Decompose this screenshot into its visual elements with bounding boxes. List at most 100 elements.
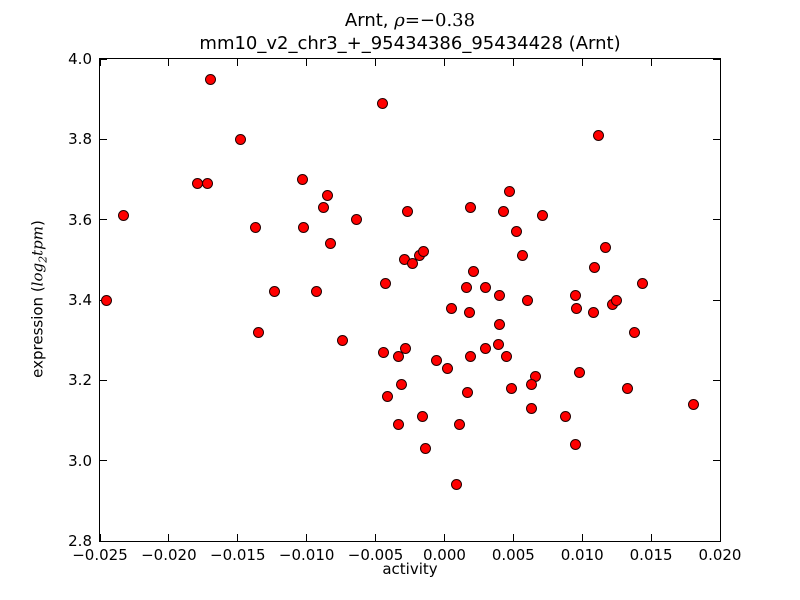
x-axis-tick-top <box>443 59 445 66</box>
x-axis-tick-top <box>650 59 652 66</box>
y-axis-tick <box>100 58 107 60</box>
x-tick-label: −0.015 <box>210 546 266 564</box>
x-tick-label: −0.005 <box>347 546 404 564</box>
title-gene: Arnt, <box>344 10 395 31</box>
scatter-point <box>393 350 405 362</box>
scatter-point <box>589 262 601 274</box>
scatter-point <box>460 282 472 294</box>
scatter-point <box>336 334 348 346</box>
scatter-point <box>593 129 605 141</box>
scatter-point <box>525 378 537 390</box>
y-axis-tick-right <box>713 540 720 542</box>
x-axis-tick <box>237 534 239 541</box>
x-axis-tick-top <box>581 59 583 66</box>
scatter-point <box>465 202 477 214</box>
x-axis-tick <box>443 534 445 541</box>
scatter-point <box>571 302 583 314</box>
scatter-point <box>201 178 213 190</box>
scatter-point <box>310 286 322 298</box>
scatter-point <box>430 354 442 366</box>
rho-symbol: ρ <box>394 10 405 31</box>
y-axis-tick-right <box>713 219 720 221</box>
x-axis-tick <box>99 534 101 541</box>
scatter-point <box>622 382 634 394</box>
scatter-point <box>350 214 362 226</box>
x-tick-label: −0.025 <box>72 546 128 564</box>
scatter-point <box>503 186 515 198</box>
scatter-point <box>269 286 281 298</box>
scatter-point <box>378 346 390 358</box>
y-tick-label: 3.2 <box>68 371 92 390</box>
x-tick-label: −0.010 <box>278 546 335 564</box>
y-tick-label: 2.8 <box>68 532 92 550</box>
scatter-point <box>525 402 537 414</box>
x-axis-tick-top <box>306 59 308 66</box>
scatter-point <box>321 190 333 202</box>
y-axis-tick-right <box>713 460 720 462</box>
scatter-point <box>494 318 506 330</box>
x-tick-label: 0.005 <box>491 546 535 564</box>
scatter-point <box>454 419 466 431</box>
y-tick-label: 3.6 <box>68 210 92 229</box>
y-tick-label: 3.0 <box>68 451 92 470</box>
x-axis-tick-top <box>237 59 239 66</box>
scatter-point <box>637 278 649 290</box>
scatter-point <box>463 306 475 318</box>
y-axis-tick-right <box>713 299 720 301</box>
scatter-point <box>379 278 391 290</box>
y-axis-tick <box>100 379 107 381</box>
scatter-point <box>298 222 310 234</box>
scatter-point <box>480 282 492 294</box>
x-axis-tick-top <box>719 59 721 66</box>
x-axis-tick <box>719 534 721 541</box>
x-tick-label: 0.020 <box>698 546 742 564</box>
x-tick-label: 0.000 <box>422 546 466 564</box>
x-axis-tick <box>168 534 170 541</box>
scatter-point <box>494 290 506 302</box>
x-tick-label: 0.010 <box>560 546 604 564</box>
y-tick-label: 3.4 <box>68 291 92 309</box>
scatter-point <box>324 238 336 250</box>
x-axis-tick <box>512 534 514 541</box>
chart-title: Arnt, ρ=−0.38 <box>99 9 721 32</box>
scatter-point <box>418 246 430 258</box>
y-tick-label: 4.0 <box>68 50 92 68</box>
scatter-point <box>465 350 477 362</box>
scatter-point <box>252 326 264 338</box>
scatter-point <box>117 210 129 222</box>
x-axis-tick-top <box>375 59 377 66</box>
x-tick-label: −0.020 <box>141 546 197 564</box>
scatter-point <box>235 133 247 145</box>
scatter-point <box>492 338 504 350</box>
y-axis-label: expression (log2tpm) <box>29 220 50 378</box>
scatter-point <box>510 226 522 238</box>
x-axis-tick-top <box>99 59 101 66</box>
scatter-point <box>536 210 548 222</box>
scatter-point <box>419 443 431 455</box>
correlation-value: =−0.38 <box>404 10 476 31</box>
plot-area: −0.025 −0.020 −0.015 −0.010 −0.005 0.000 0.005… <box>68 50 741 564</box>
y-label-close: ) <box>28 220 47 227</box>
scatter-point <box>467 266 479 278</box>
scatter-point <box>462 386 474 398</box>
scatter-point <box>400 342 412 354</box>
y-label-text: expression ( <box>28 286 47 378</box>
scatter-point <box>407 258 419 270</box>
x-axis-tick <box>581 534 583 541</box>
scatter-point <box>573 366 585 378</box>
scatter-point <box>569 290 581 302</box>
x-axis-tick <box>306 534 308 541</box>
scatter-point <box>688 398 700 410</box>
y-axis-tick-right <box>713 58 720 60</box>
y-axis-tick <box>100 540 107 542</box>
scatter-point <box>600 242 612 254</box>
scatter-point <box>401 206 413 218</box>
y-axis-tick <box>100 460 107 462</box>
y-axis-tick <box>100 219 107 221</box>
scatter-point <box>416 410 428 422</box>
scatter-point <box>297 174 309 185</box>
x-axis-tick <box>650 534 652 541</box>
scatter-point <box>500 350 512 362</box>
scatter-point <box>204 73 216 85</box>
y-label-log: log <box>28 262 47 287</box>
